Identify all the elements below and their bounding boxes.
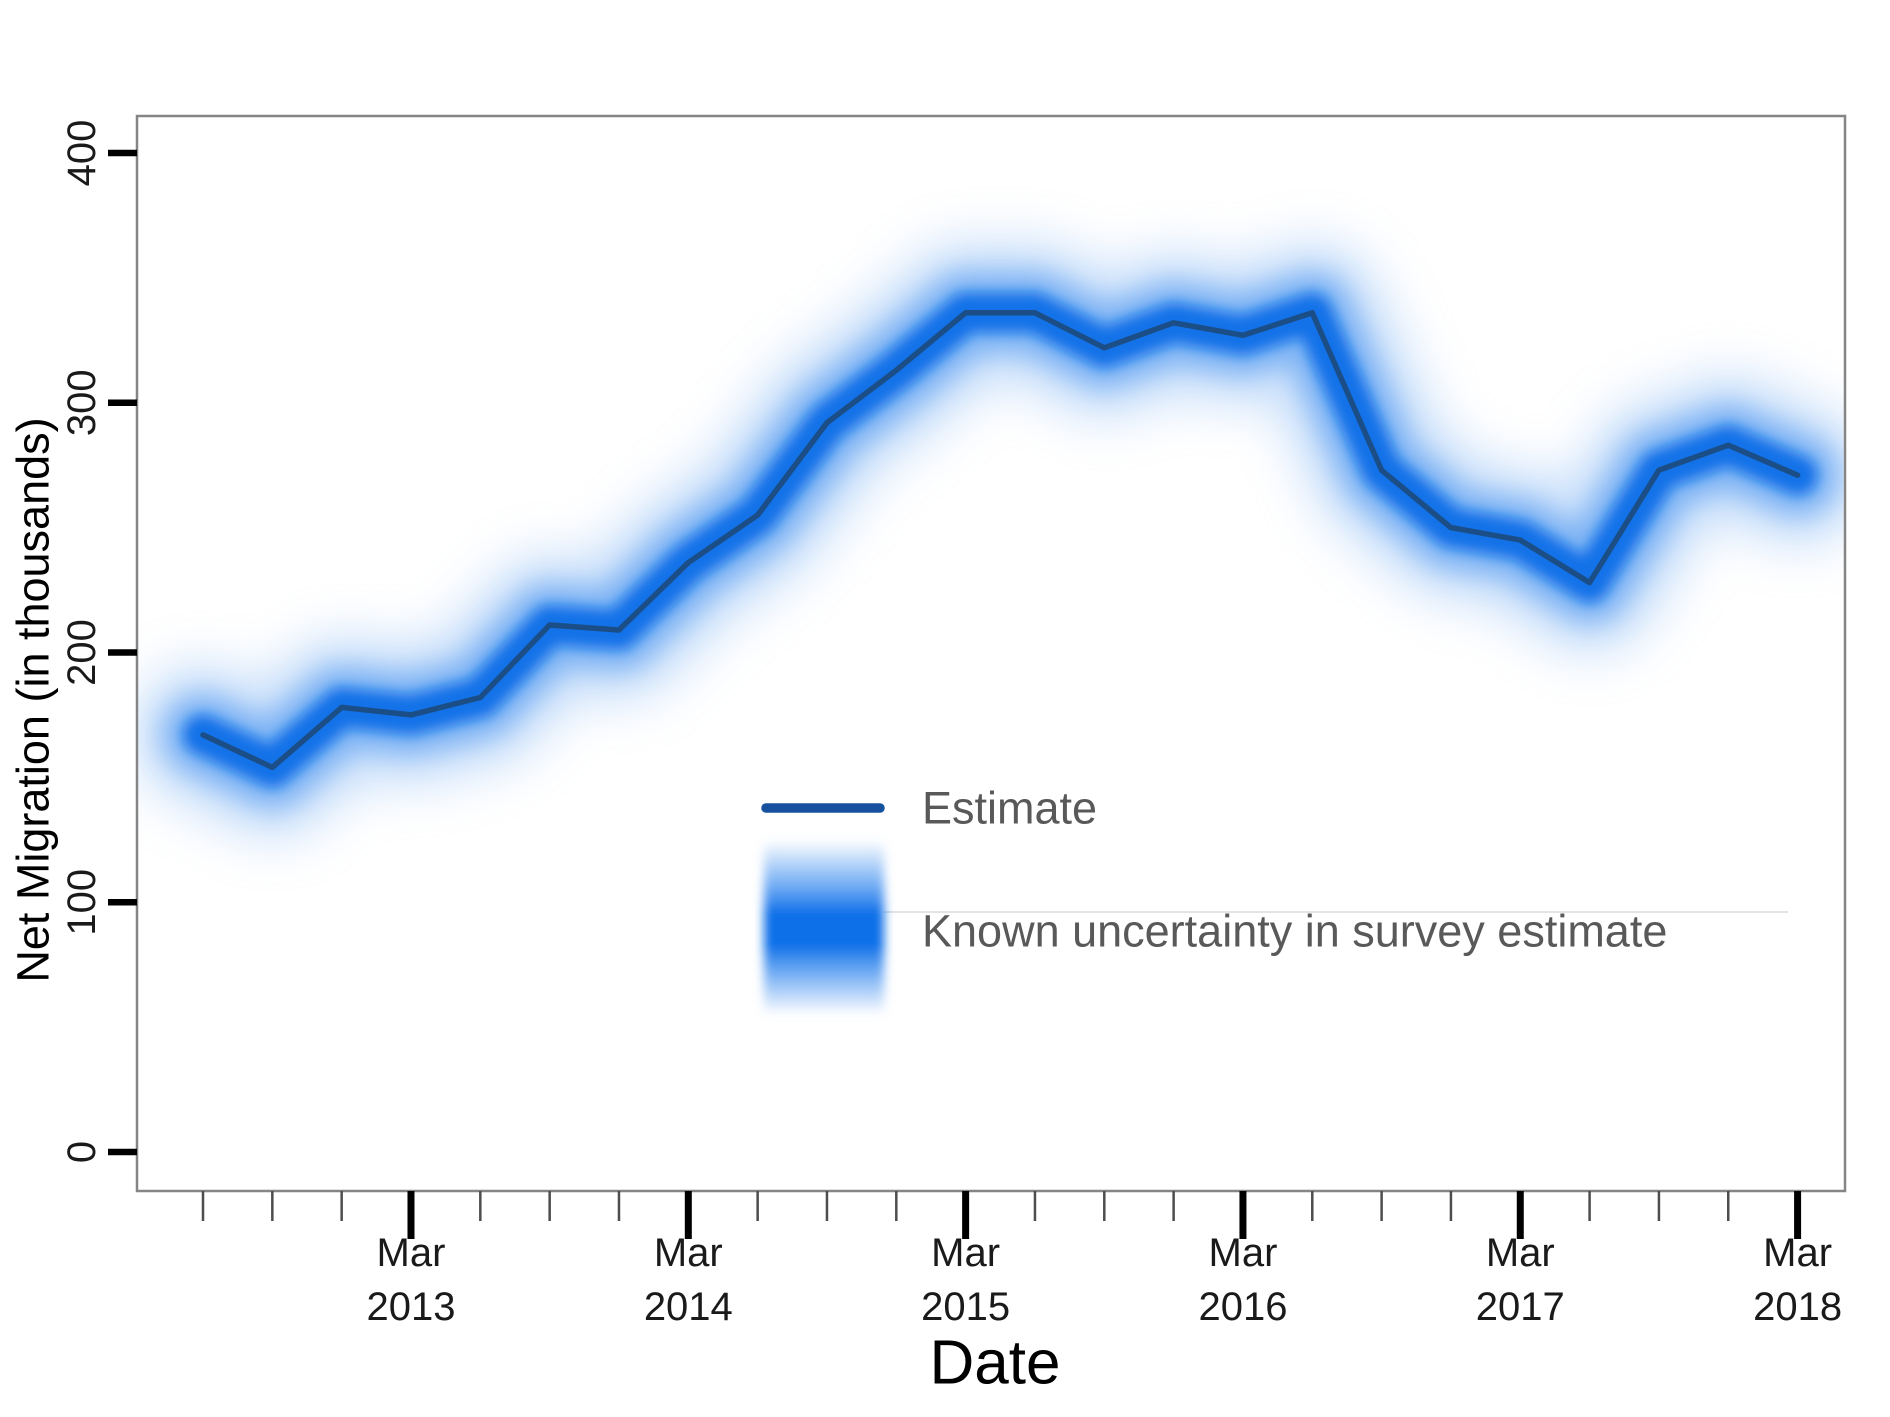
legend-band-swatch — [764, 840, 884, 1015]
x-tick-label-month: Mar — [377, 1231, 446, 1275]
y-tick-label: 0 — [60, 1141, 104, 1163]
y-axis-title: Net Migration (in thousands) — [8, 417, 59, 982]
legend: Estimate Known uncertainty in survey est… — [761, 783, 1788, 1015]
x-tick-label-year: 2017 — [1476, 1285, 1565, 1329]
legend-uncertainty-label: Known uncertainty in survey estimate — [922, 906, 1667, 957]
x-tick-label-year: 2015 — [921, 1285, 1010, 1329]
x-tick-label-year: 2013 — [366, 1285, 455, 1329]
x-tick-label-month: Mar — [1486, 1231, 1555, 1275]
x-tick-label-year: 2018 — [1753, 1285, 1842, 1329]
x-tick-label-year: 2014 — [644, 1285, 733, 1329]
x-tick-label-month: Mar — [1763, 1231, 1832, 1275]
y-tick-label: 100 — [60, 869, 104, 936]
y-tick-label: 300 — [60, 369, 104, 436]
x-tick-label-month: Mar — [1209, 1231, 1278, 1275]
plot-area — [138, 241, 1844, 839]
x-tick-label-month: Mar — [654, 1231, 723, 1275]
legend-estimate-label: Estimate — [922, 783, 1097, 834]
x-axis: Mar 2013 Mar 2014 Mar 2015 Mar 2016 Mar 2017 Mar 20… — [201, 1191, 1842, 1329]
x-tick-label-month: Mar — [931, 1231, 1000, 1275]
x-tick-label-year: 2016 — [1198, 1285, 1287, 1329]
estimate-line — [200, 310, 1801, 771]
y-tick-label: 200 — [60, 619, 104, 686]
y-tick-label: 400 — [60, 120, 104, 187]
x-axis-title: Date — [930, 1329, 1061, 1398]
y-axis: 0 100 200 300 400 — [60, 120, 137, 1163]
